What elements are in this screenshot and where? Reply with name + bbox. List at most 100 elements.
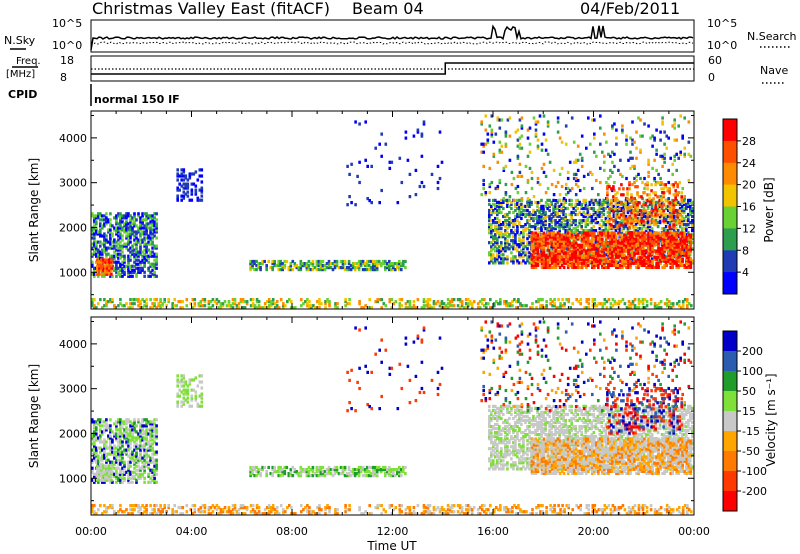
heatmap-cell xyxy=(147,268,150,272)
heatmap-cell xyxy=(602,208,606,213)
colorbar-segment xyxy=(723,272,737,295)
heatmap-cell xyxy=(518,243,521,247)
heatmap-cell xyxy=(500,261,503,265)
heatmap-cell xyxy=(598,214,602,219)
heatmap-cell xyxy=(617,245,620,249)
heatmap-cell xyxy=(167,298,170,302)
heatmap-cell xyxy=(589,249,592,253)
heatmap-cell xyxy=(542,249,546,253)
heatmap-cell xyxy=(359,259,363,264)
heatmap-cell xyxy=(663,142,666,146)
heatmap-cell xyxy=(615,128,618,132)
heatmap-cell xyxy=(196,196,200,200)
heatmap-cell xyxy=(634,217,637,221)
heatmap-cell xyxy=(644,214,648,219)
heatmap-cell xyxy=(506,243,509,247)
heatmap-cell xyxy=(615,253,618,257)
heatmap-cell xyxy=(540,148,544,152)
heatmap-cell xyxy=(660,205,663,209)
heatmap-cell xyxy=(685,247,689,251)
heatmap-cell xyxy=(532,208,535,213)
heatmap-cell xyxy=(689,259,693,263)
heatmap-cell xyxy=(113,254,116,258)
heatmap-cell xyxy=(586,216,590,221)
heatmap-cell xyxy=(633,237,636,241)
heatmap-cell xyxy=(559,304,562,308)
heatmap-cell xyxy=(426,302,430,306)
heatmap-cell xyxy=(434,302,438,306)
heatmap-cell xyxy=(139,220,142,224)
heatmap-cell xyxy=(516,191,520,195)
heatmap-cell xyxy=(398,268,401,272)
heatmap-cell xyxy=(645,304,649,308)
heatmap-cell xyxy=(489,298,492,302)
heatmap-cell xyxy=(641,255,644,259)
heatmap-cell xyxy=(608,213,611,217)
heatmap-cell xyxy=(502,249,505,253)
heatmap-cell xyxy=(109,242,112,246)
heatmap-cell xyxy=(524,191,528,195)
heatmap-cell xyxy=(671,245,674,249)
heatmap-cell xyxy=(681,263,684,267)
heatmap-cell xyxy=(646,187,649,191)
heatmap-cell xyxy=(363,264,367,268)
heatmap-cell xyxy=(111,274,114,278)
heatmap-cell xyxy=(265,266,268,270)
heatmap-cell xyxy=(612,214,616,219)
heatmap-cell xyxy=(578,261,582,265)
heatmap-cell xyxy=(104,268,107,272)
heatmap-cell xyxy=(402,264,405,268)
heatmap-cell xyxy=(576,235,580,239)
heatmap-cell xyxy=(512,261,515,265)
heatmap-cell xyxy=(496,118,500,122)
heatmap-cell xyxy=(510,231,513,235)
heatmap-cell xyxy=(560,245,564,249)
heatmap-cell xyxy=(143,252,146,256)
heatmap-cell xyxy=(587,259,590,263)
heatmap-cell xyxy=(578,231,581,235)
heatmap-cell xyxy=(520,225,523,229)
heatmap-cell xyxy=(586,223,590,227)
heatmap-cell xyxy=(627,265,630,269)
heatmap-cell xyxy=(665,302,669,306)
heatmap-cell xyxy=(639,251,642,255)
heatmap-cell xyxy=(93,458,96,462)
heatmap-cell xyxy=(137,270,140,274)
heatmap-cell xyxy=(129,254,132,258)
heatmap-cell xyxy=(96,260,99,264)
heatmap-cell xyxy=(115,230,118,234)
heatmap-cell xyxy=(519,304,522,308)
heatmap-cell xyxy=(127,274,130,278)
heatmap-cell xyxy=(508,243,511,247)
heatmap-cell xyxy=(677,300,681,304)
heatmap-cell xyxy=(286,300,289,304)
heatmap-cell xyxy=(95,452,98,456)
heatmap-cell xyxy=(546,122,550,126)
heatmap-cell xyxy=(97,302,100,306)
heatmap-cell xyxy=(227,300,231,304)
heatmap-cell xyxy=(622,223,626,227)
heatmap-cell xyxy=(522,225,525,229)
heatmap-cell xyxy=(564,229,567,233)
heatmap-cell xyxy=(326,298,329,302)
heatmap-cell xyxy=(658,181,661,185)
heatmap-cell xyxy=(647,251,650,255)
heatmap-cell xyxy=(115,244,118,248)
heatmap-cell xyxy=(141,240,144,244)
heatmap-cell xyxy=(556,180,560,185)
heatmap-cell xyxy=(141,232,144,236)
heatmap-cell xyxy=(555,306,558,310)
heatmap-cell xyxy=(137,258,140,262)
heatmap-cell xyxy=(359,262,363,266)
heatmap-cell xyxy=(612,225,616,229)
heatmap-cell xyxy=(638,216,642,221)
heatmap-cell xyxy=(619,247,622,251)
heatmap-cell xyxy=(402,259,405,264)
heatmap-cell xyxy=(117,238,120,242)
heatmap-cell xyxy=(639,247,642,251)
heatmap-cell xyxy=(159,304,162,308)
heatmap-cell xyxy=(504,247,507,251)
heatmap-cell xyxy=(339,266,343,270)
heatmap-cell xyxy=(139,218,142,222)
heatmap-cell xyxy=(145,228,148,232)
